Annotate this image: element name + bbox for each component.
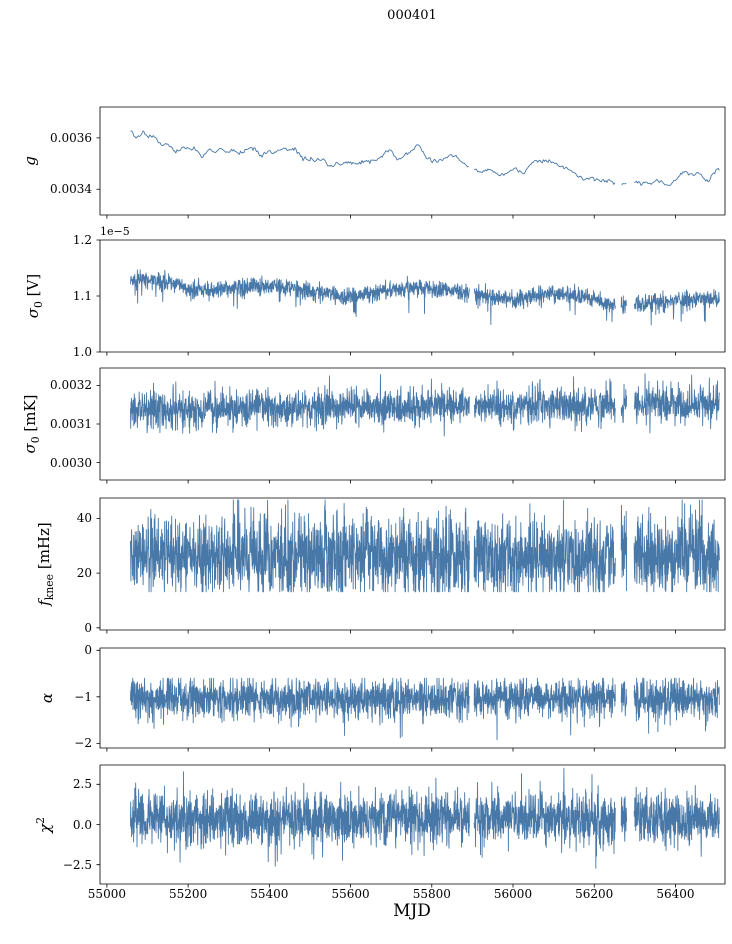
y-tick-label-alpha-2: −2: [74, 736, 92, 751]
panel-chi2-plot: [94, 759, 731, 890]
panel-alpha-plot: [94, 642, 731, 754]
panel-g-plot: [94, 101, 731, 221]
y-axis-label-alpha: α: [38, 692, 56, 704]
panel-sigma0_mK-plot: [94, 362, 731, 486]
x-tick-label-3: 55600: [331, 887, 370, 901]
x-tick-label-0: 55000: [87, 887, 126, 901]
y-tick-label-sigma0_V-0: 1.0: [72, 345, 92, 359]
y-tick-label-g-0: 0.0034: [50, 182, 92, 197]
y-tick-label-sigma0_V-1: 1.1: [72, 289, 92, 303]
y-tick-label-sigma0_mK-1: 0.0031: [50, 417, 92, 431]
y-axis-label-g: g: [21, 156, 39, 166]
x-tick-label-6: 56200: [575, 887, 614, 901]
y-axis-label-sigma0_V: σ0 [V]: [24, 273, 45, 319]
y-tick-label-f_knee-2: 40: [76, 511, 92, 526]
y-tick-label-f_knee-1: 20: [76, 566, 92, 581]
y-axis-label-chi2: χ2: [34, 816, 54, 833]
y-tick-label-chi2-2: −2.5: [62, 857, 92, 872]
y-tick-label-sigma0_mK-0: 0.0030: [50, 455, 92, 470]
panel-f_knee-plot: [94, 492, 731, 636]
y-tick-label-g-1: 0.0036: [50, 130, 92, 145]
y-tick-label-chi2-1: 0.0: [72, 817, 92, 832]
x-tick-label-1: 55200: [169, 887, 208, 901]
figure-title: 000401: [387, 8, 437, 23]
x-tick-label-4: 55800: [412, 887, 451, 901]
y-axis-label-f_knee: fknee [mHz]: [35, 522, 56, 606]
y-tick-label-chi2-0: 2.5: [72, 777, 92, 792]
y-tick-label-sigma0_mK-2: 0.0032: [50, 378, 92, 393]
y-axis-label-sigma0_mK: σ0 [mK]: [21, 394, 42, 454]
x-tick-label-5: 56000: [493, 887, 533, 901]
x-tick-label-2: 55400: [250, 887, 289, 901]
y-tick-label-sigma0_V-2: 1.2: [72, 233, 92, 247]
y-axis-offset-text: 1e−5: [100, 225, 130, 238]
y-tick-label-f_knee-0: 0: [84, 620, 92, 635]
x-tick-label-7: 56400: [656, 887, 695, 901]
y-tick-label-alpha-1: −1: [74, 689, 92, 704]
x-axis-label: MJD: [393, 901, 431, 921]
y-tick-label-alpha-0: 0: [84, 643, 92, 658]
panel-sigma0_V-plot: [94, 234, 731, 358]
